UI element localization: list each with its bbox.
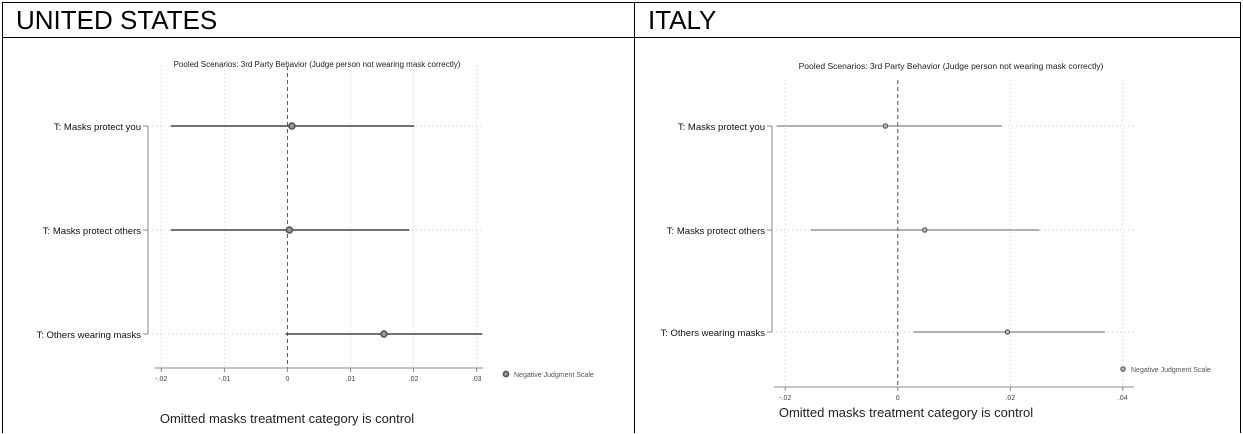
panel-divider	[634, 3, 635, 433]
category-label: T: Masks protect you	[678, 122, 765, 133]
x-tick-label: .02	[1005, 395, 1015, 402]
x-tick-label: 0	[286, 376, 290, 383]
x-tick-label: -.02	[779, 395, 791, 402]
x-tick-label: -.01	[218, 376, 230, 383]
legend-marker	[502, 370, 510, 378]
point-estimate	[1004, 329, 1011, 335]
chart-title: Pooled Scenarios: 3rd Party Behavior (Ju…	[174, 60, 461, 69]
panel-header-us: UNITED STATES	[3, 3, 635, 38]
x-tick-label: .04	[1118, 395, 1128, 402]
category-label: T: Masks protect you	[54, 122, 141, 133]
x-tick-label: .01	[346, 376, 356, 383]
category-label: T: Masks protect others	[667, 226, 765, 237]
legend-label: Negative Judgment Scale	[1131, 367, 1211, 374]
category-label: T: Others wearing masks	[36, 330, 141, 341]
point-estimate	[921, 227, 928, 233]
chart-italy: Pooled Scenarios: 3rd Party Behavior (Ju…	[660, 61, 1211, 420]
x-tick-label: .02	[409, 376, 419, 383]
category-label: T: Others wearing masks	[660, 328, 765, 339]
point-estimate	[285, 226, 294, 234]
category-label: T: Masks protect others	[43, 226, 141, 237]
legend-label: Negative Judgment Scale	[514, 372, 594, 379]
point-estimate	[288, 122, 296, 130]
x-tick-label: 0	[896, 395, 900, 402]
chart-note: Omitted masks treatment category is cont…	[160, 411, 414, 426]
chart-title: Pooled Scenarios: 3rd Party Behavior (Ju…	[799, 61, 1104, 71]
chart-note: Omitted masks treatment category is cont…	[779, 405, 1033, 420]
point-estimate	[882, 123, 889, 129]
x-tick-label: .03	[472, 376, 482, 383]
legend-marker	[1120, 366, 1126, 372]
panel-header-italy: ITALY	[635, 3, 1240, 38]
x-tick-label: -.02	[155, 376, 167, 383]
chart-united-states: Pooled Scenarios: 3rd Party Behavior (Ju…	[36, 60, 594, 426]
point-estimate	[380, 330, 388, 338]
